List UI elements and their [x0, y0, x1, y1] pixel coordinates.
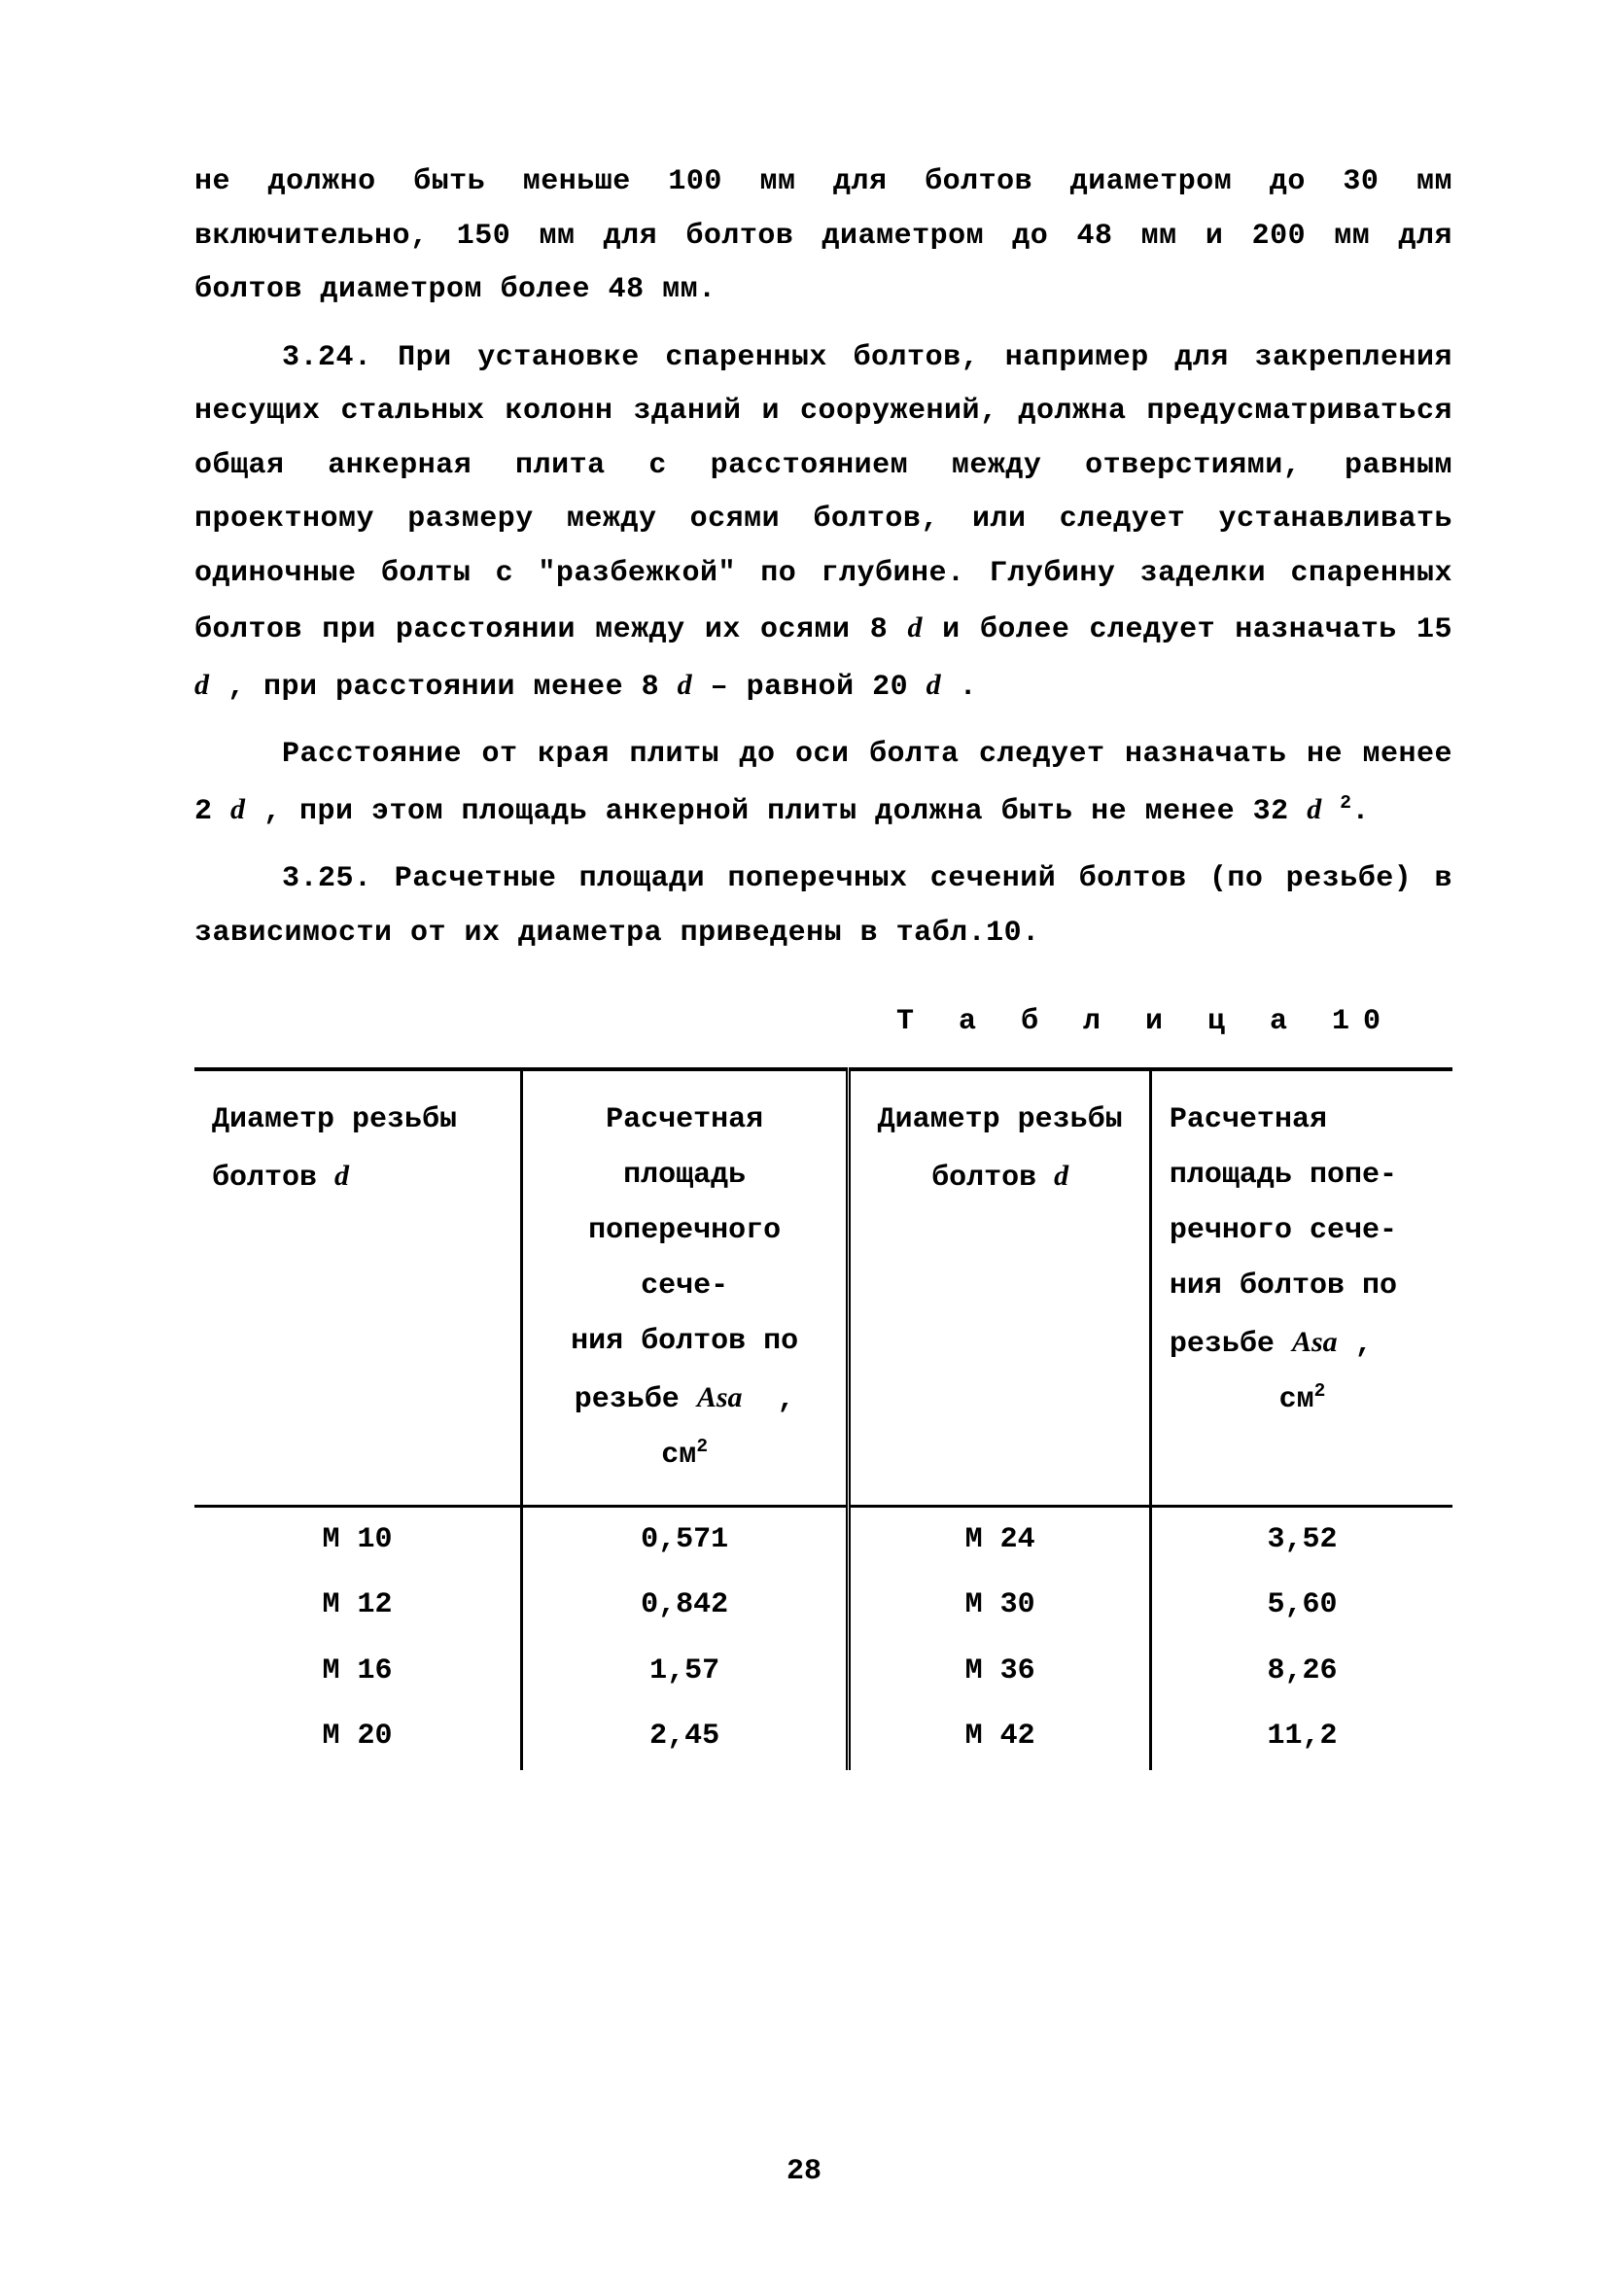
- page-number: 28: [0, 2145, 1608, 2200]
- paragraph: 3.25. Расчетные площади поперечных сечен…: [194, 852, 1452, 960]
- symbol-asa: Аsa: [697, 1381, 743, 1413]
- cell: М 10: [194, 1506, 521, 1573]
- header-line: площадь попе-: [1170, 1159, 1397, 1192]
- header-line: болтов: [931, 1162, 1054, 1195]
- header-line: резьбе: [1170, 1328, 1292, 1361]
- header-line: см: [1279, 1383, 1314, 1416]
- table-header-row: Диаметр резьбы болтов d Расчетная площад…: [194, 1069, 1452, 1507]
- header-line: ния болтов по: [1170, 1270, 1397, 1303]
- header-line: Расчетная: [1170, 1103, 1327, 1136]
- cell: М 30: [849, 1573, 1151, 1639]
- table-caption: Т а б л и ц а 10: [194, 995, 1394, 1050]
- text-run: , при этом площадь анкерной плиты должна…: [246, 795, 1308, 828]
- symbol-d: d: [907, 611, 923, 644]
- symbol-asa: Аsa: [1292, 1326, 1338, 1358]
- column-header: Диаметр резьбы болтов d: [194, 1069, 521, 1507]
- bolt-area-table: Диаметр резьбы болтов d Расчетная площад…: [194, 1067, 1452, 1770]
- text-run: и более следует назначать 15: [923, 613, 1452, 646]
- document-page: не должно быть меньше 100 мм для болтов …: [0, 0, 1608, 2296]
- cell: М 36: [849, 1639, 1151, 1705]
- superscript-2: 2: [1314, 1380, 1326, 1402]
- symbol-d: d: [1054, 1160, 1068, 1192]
- column-header: Диаметр резьбы болтов d: [849, 1069, 1151, 1507]
- superscript-2: 2: [1340, 792, 1351, 814]
- cell: 1,57: [521, 1639, 848, 1705]
- cell: 2,45: [521, 1704, 848, 1770]
- paragraph: Расстояние от края плиты до оси болта сл…: [194, 728, 1452, 839]
- header-line: резьбе: [575, 1383, 697, 1416]
- header-line: речного сече-: [1170, 1214, 1397, 1247]
- column-header: Расчетная площадь попе- речного сече- ни…: [1150, 1069, 1452, 1507]
- table-row: М 10 0,571 М 24 3,52: [194, 1506, 1452, 1573]
- paragraph: не должно быть меньше 100 мм для болтов …: [194, 156, 1452, 318]
- text-run: .: [1351, 795, 1370, 828]
- table-row: М 12 0,842 М 30 5,60: [194, 1573, 1452, 1639]
- cell: 3,52: [1150, 1506, 1452, 1573]
- cell: М 42: [849, 1704, 1151, 1770]
- symbol-d: d: [678, 669, 693, 701]
- header-line: ния болтов по: [571, 1325, 798, 1358]
- text-run: , при расстоянии менее 8: [210, 671, 678, 704]
- symbol-d: d: [194, 669, 210, 701]
- symbol-d: d: [334, 1160, 349, 1192]
- header-line: Диаметр резьбы: [878, 1103, 1123, 1136]
- header-line: болтов: [212, 1162, 334, 1195]
- cell: М 24: [849, 1506, 1151, 1573]
- table-row: М 16 1,57 М 36 8,26: [194, 1639, 1452, 1705]
- text-run: – равной 20: [692, 671, 926, 704]
- cell: 8,26: [1150, 1639, 1452, 1705]
- header-line: поперечного сече-: [588, 1214, 781, 1303]
- cell: М 20: [194, 1704, 521, 1770]
- cell: 5,60: [1150, 1573, 1452, 1639]
- superscript-2: 2: [696, 1436, 708, 1457]
- paragraph: 3.24. При установке спаренных болтов, на…: [194, 331, 1452, 715]
- symbol-d: d: [230, 793, 246, 825]
- header-line: Диаметр резьбы: [212, 1103, 457, 1136]
- cell: 0,571: [521, 1506, 848, 1573]
- symbol-d: d: [1307, 793, 1322, 825]
- text-run: .: [941, 671, 977, 704]
- header-line: см: [661, 1439, 696, 1472]
- text-run: 3.24. При установке спаренных болтов, на…: [194, 341, 1452, 647]
- cell: 0,842: [521, 1573, 848, 1639]
- column-header: Расчетная площадь поперечного сече- ния …: [521, 1069, 848, 1507]
- table-body: М 10 0,571 М 24 3,52 М 12 0,842 М 30 5,6…: [194, 1506, 1452, 1770]
- cell: 11,2: [1150, 1704, 1452, 1770]
- cell: М 12: [194, 1573, 521, 1639]
- cell: М 16: [194, 1639, 521, 1705]
- header-line: Расчетная площадь: [606, 1103, 763, 1192]
- table-row: М 20 2,45 М 42 11,2: [194, 1704, 1452, 1770]
- symbol-d: d: [926, 669, 942, 701]
